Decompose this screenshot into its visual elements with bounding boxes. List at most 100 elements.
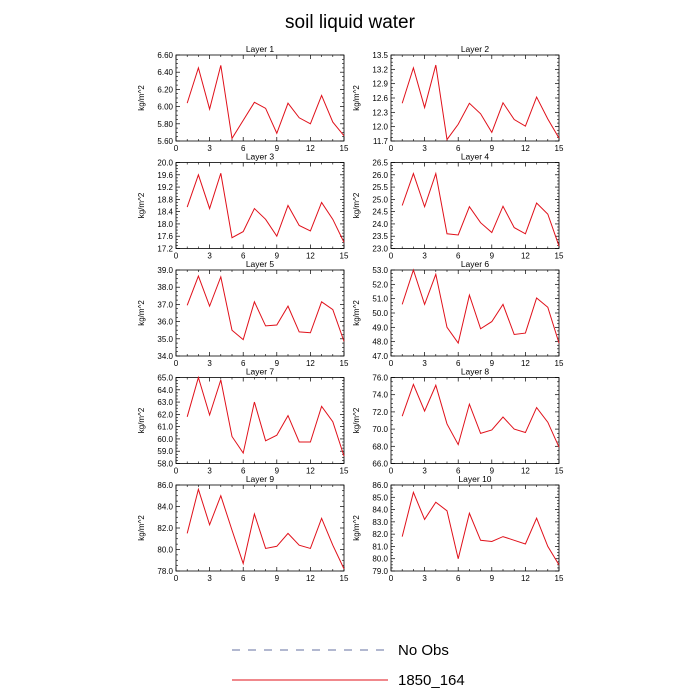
y-axis-label: kg/m^2 [137,407,146,433]
panel-layer-8: Layer 8 kg/m^2 66.0 68.0 70.0 72.0 74.0 76.0 0 3 6… [352,367,564,476]
y-tick-label: 13.5 [372,51,388,60]
y-tick-label: 72.0 [372,408,388,417]
x-tick-label: 15 [555,574,564,583]
y-tick-label: 34.0 [157,352,173,361]
x-tick-label: 0 [174,359,179,368]
x-tick-label: 3 [207,144,212,153]
y-tick-label: 23.5 [372,232,388,241]
y-tick-label: 23.0 [372,245,388,254]
y-tick-label: 26.5 [372,159,388,168]
x-tick-label: 0 [389,144,394,153]
x-tick-label: 6 [241,574,246,583]
x-tick-label: 0 [174,252,179,261]
x-tick-label: 6 [456,252,461,261]
y-tick-label: 39.0 [157,266,173,275]
x-tick-label: 9 [490,467,495,476]
y-tick-label: 37.0 [157,300,173,309]
x-tick-label: 3 [207,574,212,583]
y-tick-label: 11.7 [373,137,389,146]
x-tick-label: 0 [174,574,179,583]
x-tick-label: 12 [306,359,315,368]
y-axis-label: kg/m^2 [352,407,361,433]
y-tick-label: 50.0 [372,309,388,318]
legend-label-1850-164: 1850_164 [398,672,465,689]
x-tick-label: 15 [555,359,564,368]
y-tick-label: 86.0 [372,481,388,490]
x-tick-label: 15 [340,252,349,261]
y-axis-label: kg/m^2 [352,300,361,326]
x-tick-label: 12 [306,467,315,476]
y-tick-label: 82.0 [372,530,388,539]
x-tick-label: 6 [241,467,246,476]
x-tick-label: 0 [174,467,179,476]
x-tick-label: 3 [422,359,427,368]
y-tick-label: 85.0 [372,493,388,502]
x-tick-label: 12 [521,144,530,153]
x-tick-label: 0 [389,574,394,583]
x-tick-label: 0 [389,467,394,476]
series-line-1850-164 [401,490,560,566]
x-tick-label: 3 [207,252,212,261]
x-tick-label: 12 [521,359,530,368]
y-tick-label: 5.80 [157,120,173,129]
panel-title: Layer 10 [458,474,491,484]
x-tick-label: 9 [275,359,280,368]
y-tick-label: 20.0 [157,159,173,168]
x-tick-label: 12 [306,144,315,153]
series-line-1850-164 [186,274,345,342]
y-tick-label: 6.20 [157,85,173,94]
y-tick-label: 6.00 [157,103,173,112]
x-tick-label: 3 [422,252,427,261]
panel-layer-1: Layer 1 kg/m^2 5.60 5.80 6.00 6.20 6.40 6.60 0 3 6… [137,44,349,153]
x-tick-label: 15 [555,467,564,476]
x-tick-label: 6 [241,144,246,153]
x-tick-label: 12 [521,252,530,261]
panel-layer-9: Layer 9 kg/m^2 78.0 80.0 82.0 84.0 86.0 0 3 6 9 12 1… [137,474,349,583]
y-tick-label: 12.6 [372,94,388,103]
panel-title: Layer 1 [246,44,275,54]
y-tick-label: 68.0 [372,442,388,451]
plot-frame [175,54,345,142]
series-line-1850-164 [401,382,560,448]
x-tick-label: 9 [275,252,280,261]
y-tick-label: 19.2 [157,183,173,192]
y-tick-label: 52.0 [372,280,388,289]
y-tick-label: 63.0 [157,398,173,407]
series-line-1850-164 [401,171,560,247]
panel-title: Layer 7 [246,367,275,377]
y-tick-label: 36.0 [157,318,173,327]
y-tick-label: 26.0 [372,171,388,180]
x-tick-label: 12 [306,252,315,261]
y-tick-label: 78.0 [157,567,173,576]
y-tick-label: 25.0 [372,195,388,204]
y-tick-label: 65.0 [157,374,173,383]
x-tick-label: 9 [275,574,280,583]
legend-label-no-obs: No Obs [398,642,449,659]
panel-title: Layer 3 [246,152,275,162]
y-tick-label: 24.5 [372,208,388,217]
y-tick-label: 81.0 [372,542,388,551]
y-tick-label: 70.0 [372,425,388,434]
x-tick-label: 0 [389,359,394,368]
x-tick-label: 0 [174,144,179,153]
panel-layer-4: Layer 4 kg/m^2 23.0 23.5 24.0 24.5 25.0 25.5 26.… [352,152,564,261]
x-tick-label: 6 [456,144,461,153]
y-tick-label: 12.9 [372,80,388,89]
y-tick-label: 25.5 [372,183,388,192]
x-tick-label: 3 [422,467,427,476]
legend: No Obs 1850_164 [232,642,465,689]
y-tick-label: 53.0 [372,266,388,275]
x-tick-label: 3 [207,467,212,476]
panel-layer-7: Layer 7 kg/m^2 58.0 59.0 60.0 61.0 62.0 63.0 64.… [137,367,349,476]
x-tick-label: 12 [521,574,530,583]
y-tick-label: 60.0 [157,435,173,444]
x-tick-label: 6 [241,359,246,368]
series-line-1850-164 [186,487,345,570]
y-tick-label: 82.0 [157,524,173,533]
panel-title: Layer 8 [461,367,490,377]
y-tick-label: 80.0 [372,555,388,564]
panel-title: Layer 6 [461,259,490,269]
y-tick-label: 61.0 [157,423,173,432]
x-tick-label: 15 [340,574,349,583]
